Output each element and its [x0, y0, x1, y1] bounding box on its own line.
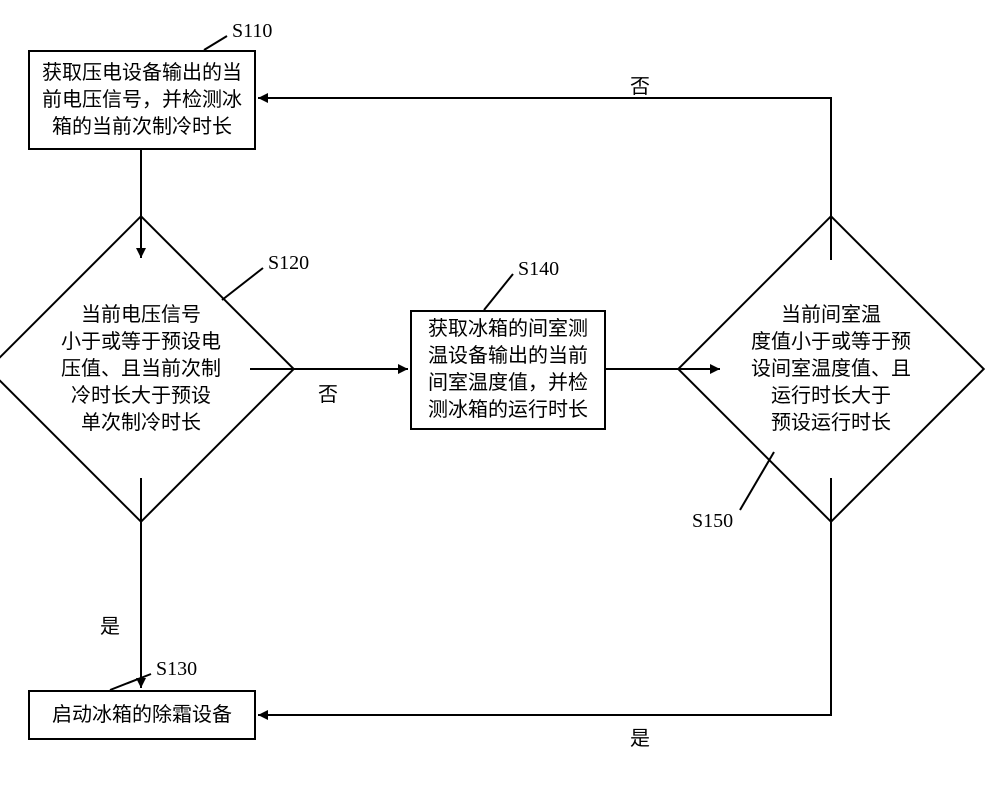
edge-label-yes2: 是 — [630, 722, 650, 751]
step-label-s130: S130 — [156, 658, 197, 681]
node-s150-text: 当前间室温度值小于或等于预设间室温度值、且运行时长大于预设运行时长 — [751, 302, 911, 437]
node-s110: 获取压电设备输出的当前电压信号，并检测冰箱的当前次制冷时长 — [28, 50, 256, 150]
node-s130-text: 启动冰箱的除霜设备 — [52, 702, 232, 729]
edge-label-no1: 否 — [318, 378, 338, 407]
node-s120-text: 当前电压信号小于或等于预设电压值、且当前次制冷时长大于预设单次制冷时长 — [61, 302, 221, 437]
edge-label-no2: 否 — [630, 70, 650, 99]
edge-label-yes1: 是 — [100, 610, 120, 639]
node-s110-text: 获取压电设备输出的当前电压信号，并检测冰箱的当前次制冷时长 — [42, 60, 242, 141]
flowchart-canvas: 获取压电设备输出的当前电压信号，并检测冰箱的当前次制冷时长 S110 当前电压信… — [0, 0, 1000, 799]
node-s120: 当前电压信号小于或等于预设电压值、且当前次制冷时长大于预设单次制冷时长 — [32, 260, 250, 478]
node-s140-text: 获取冰箱的间室测温设备输出的当前间室温度值，并检测冰箱的运行时长 — [428, 316, 588, 424]
node-s150: 当前间室温度值小于或等于预设间室温度值、且运行时长大于预设运行时长 — [722, 260, 940, 478]
node-s140: 获取冰箱的间室测温设备输出的当前间室温度值，并检测冰箱的运行时长 — [410, 310, 606, 430]
step-label-s140: S140 — [518, 258, 559, 281]
step-label-s120: S120 — [268, 252, 309, 275]
node-s130: 启动冰箱的除霜设备 — [28, 690, 256, 740]
step-label-s110: S110 — [232, 20, 272, 43]
step-label-s150: S150 — [692, 510, 733, 533]
